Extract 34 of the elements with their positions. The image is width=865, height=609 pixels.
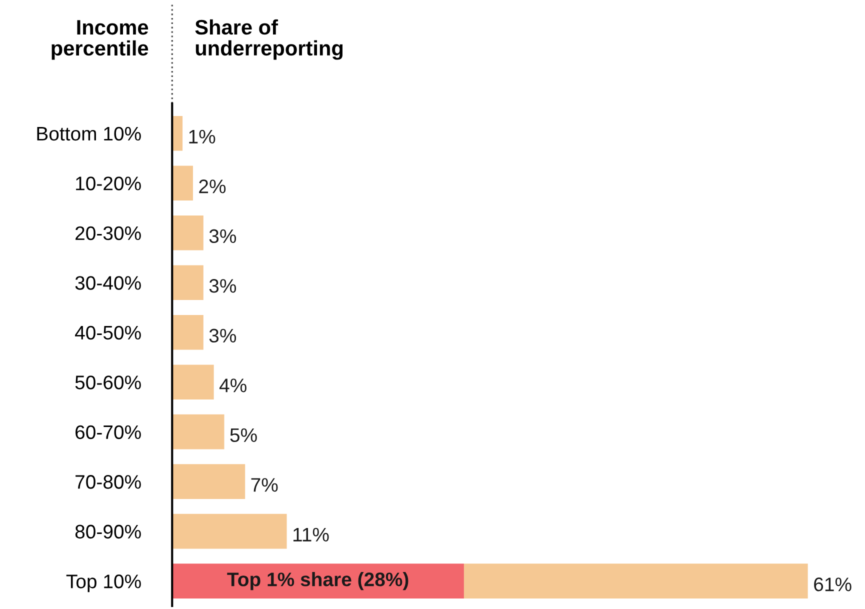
total-label: 3% [209, 279, 236, 293]
bar [172, 265, 204, 300]
y-axis-title: Income percentile [52, 20, 148, 60]
bar [464, 564, 808, 598]
total-label: 61% [814, 578, 852, 592]
y-tick-label: 60-70% [76, 425, 141, 440]
x-axis-title: Share of underreporting [195, 19, 343, 60]
total-label: 3% [209, 328, 236, 343]
y-tick-label: 40-50% [75, 326, 141, 340]
y-tick-label: 20-30% [76, 226, 141, 240]
bar [172, 414, 224, 450]
bar [172, 166, 193, 201]
total-label: 2% [199, 180, 226, 194]
total-label: 7% [251, 478, 278, 492]
total-label: 11% [293, 528, 329, 542]
bar [172, 564, 464, 598]
bar [172, 215, 204, 250]
total-label: 4% [219, 378, 246, 392]
total-label: 3% [209, 229, 236, 244]
y-tick-label: Top 10% [66, 574, 141, 592]
y-tick-label: Bottom 10% [37, 126, 141, 141]
bar [172, 514, 287, 549]
bar [172, 364, 214, 400]
total-label: 1% [189, 130, 216, 144]
y-tick-label: 50-60% [75, 376, 141, 390]
data-label: Top 1% share (28%) [227, 572, 408, 590]
y-tick-label: 80-90% [75, 524, 141, 539]
bar [172, 314, 204, 350]
bar [172, 116, 183, 151]
total-label: 5% [230, 428, 257, 442]
bar [172, 464, 246, 500]
y-tick-label: 10-20% [76, 176, 141, 190]
y-tick-label: 70-80% [76, 475, 141, 489]
y-tick-label: 30-40% [75, 276, 141, 290]
